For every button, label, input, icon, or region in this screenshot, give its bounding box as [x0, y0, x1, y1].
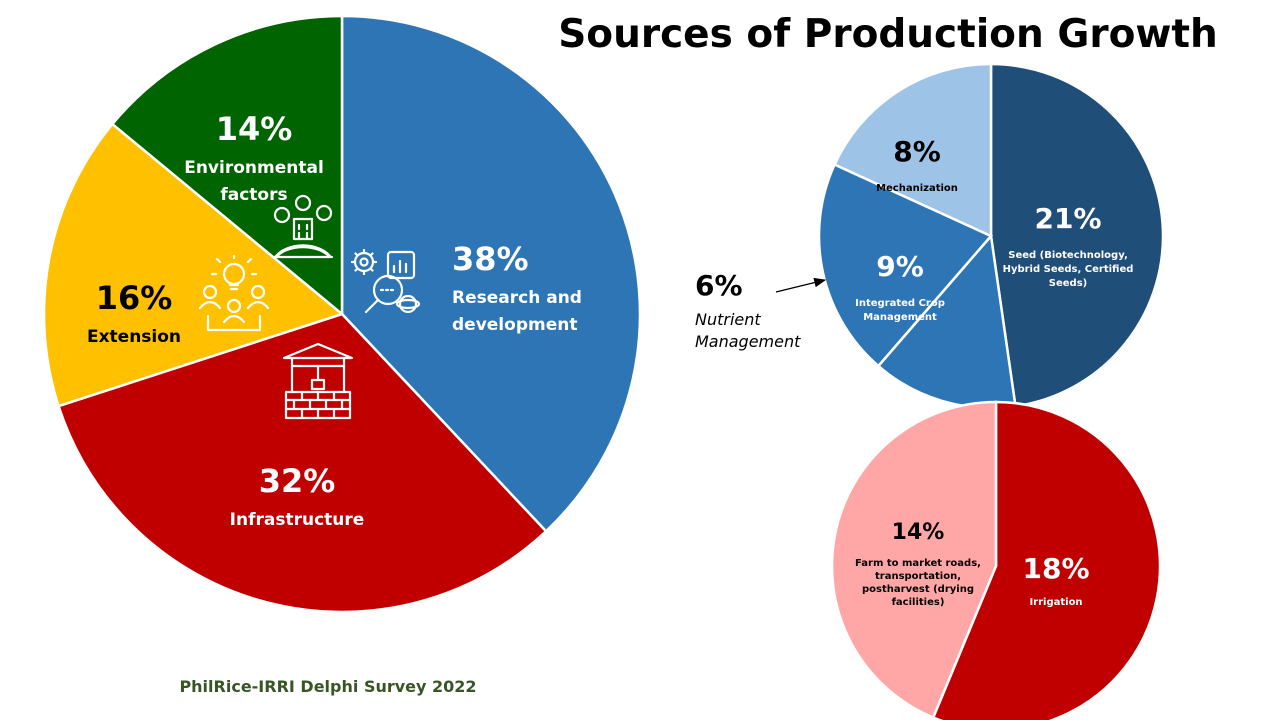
category-label-nutrient-management: Management	[695, 332, 801, 351]
pie-slice-irrigation	[931, 400, 1162, 720]
pie-infra: 18% Irrigation 14% Farm to market roads, tra…	[830, 400, 1162, 720]
category-label-farm-to-market-roads-transportation-postharvest-drying-facilities: facilities)	[892, 597, 945, 608]
category-label-seed-biotechnology-hybrid-seeds-certified-seeds: Seeds)	[1049, 278, 1087, 289]
pie-slice-farm-to-market-roads-transportation-postharvest-drying-facilities	[830, 400, 998, 720]
category-label-integrated-crop-management: Management	[863, 312, 937, 323]
source-note: PhilRice-IRRI Delphi Survey 2022	[179, 677, 476, 696]
pct-label-research-and-development: 38%	[452, 240, 529, 278]
nutrient-arrow	[775, 277, 827, 293]
category-label-environmental-factors: factors	[220, 185, 287, 205]
category-label-extension: Extension	[87, 327, 181, 347]
pie-slice-research-and-development	[340, 14, 642, 534]
pct-label-integrated-crop-management: 9%	[876, 250, 924, 283]
category-label-irrigation: Irrigation	[1029, 597, 1082, 608]
pct-label-extension: 16%	[96, 279, 173, 317]
category-label-farm-to-market-roads-transportation-postharvest-drying-facilities: Farm to market roads,	[855, 558, 981, 569]
pie-slice-infrastructure	[57, 312, 548, 614]
research-analytics-icon	[350, 248, 421, 314]
pct-label-mechanization: 8%	[893, 135, 941, 168]
category-label-research-and-development: development	[452, 315, 577, 335]
pie-inputs: 21% Seed (Biotechnology, Hybrid Seeds, Cer…	[695, 62, 1165, 410]
water-well-icon	[282, 342, 354, 420]
category-label-integrated-crop-management: Integrated Crop	[855, 298, 945, 309]
pct-label-irrigation: 18%	[1022, 552, 1089, 585]
pct-label-infrastructure: 32%	[259, 462, 336, 500]
pie-slice-extension	[42, 122, 345, 408]
pct-label-farm-to-market-roads-transportation-postharvest-drying-facilities: 14%	[892, 520, 945, 545]
pct-label-environmental-factors: 14%	[216, 110, 293, 148]
pct-label-nutrient-management: 6%	[695, 269, 743, 302]
category-label-seed-biotechnology-hybrid-seeds-certified-seeds: Seed (Biotechnology,	[1008, 250, 1128, 261]
pie-slice-mechanization	[832, 62, 993, 238]
pct-label-seed-biotechnology-hybrid-seeds-certified-seeds: 21%	[1034, 202, 1101, 235]
idea-team-icon	[198, 254, 270, 332]
category-label-nutrient-management: Nutrient	[695, 310, 761, 329]
category-label-environmental-factors: Environmental	[184, 158, 324, 178]
pie-slice-environmental-factors	[110, 14, 344, 317]
category-label-mechanization: Mechanization	[876, 183, 958, 194]
category-label-farm-to-market-roads-transportation-postharvest-drying-facilities: transportation,	[875, 571, 961, 582]
category-label-research-and-development: Research and	[452, 288, 582, 308]
earth-environment-icon	[272, 194, 334, 259]
pie-main: 38% Research and development 32% Infrastruct…	[42, 14, 642, 614]
chart-title: Sources of Production Growth	[558, 12, 1218, 57]
category-label-infrastructure: Infrastructure	[230, 510, 365, 530]
pie-slice-seed-biotechnology-hybrid-seeds-certified-seeds	[989, 62, 1165, 408]
category-label-farm-to-market-roads-transportation-postharvest-drying-facilities: postharvest (drying	[862, 584, 974, 595]
category-label-seed-biotechnology-hybrid-seeds-certified-seeds: Hybrid Seeds, Certified	[1003, 264, 1134, 275]
pie-slice-integrated-crop-management	[817, 162, 994, 368]
